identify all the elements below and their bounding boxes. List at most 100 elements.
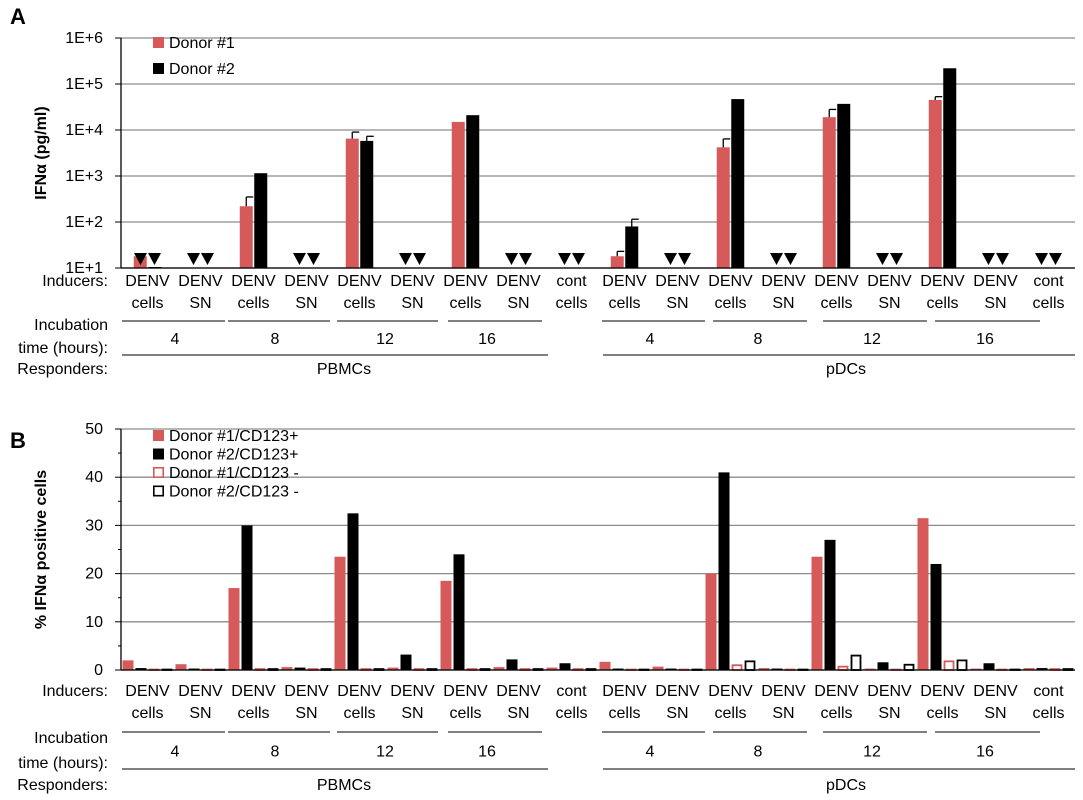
row-label-incubation: Incubation [34,317,108,334]
bar [451,121,465,268]
x-tick-label-inducer-type: cells [714,705,746,722]
below-detection-marker [664,253,677,265]
x-tick-label-inducer-type: cells [608,705,640,722]
bar [930,563,942,670]
bar [506,659,518,670]
bar [917,518,929,670]
below-detection-marker [770,253,783,265]
x-tick-label-inducer: DENV [390,683,435,700]
x-tick-label-inducer-type: cells [1032,705,1064,722]
x-tick-label-inducer: DENV [761,683,806,700]
row-label-responders: Responders: [17,361,108,378]
x-tick-label-inducer-type: SN [984,705,1006,722]
legend-swatch [153,37,164,48]
y-axis-label: IFNα (pg/ml) [33,106,50,199]
incubation-label: 16 [478,331,496,348]
bar [175,664,187,670]
incubation-label: 4 [646,331,655,348]
responder-label: pDCs [826,361,866,378]
below-detection-marker [572,253,585,265]
x-tick-label-inducer: DENV [178,273,223,290]
x-tick-label-inducer-type: SN [189,705,211,722]
below-detection-marker [784,253,797,265]
bar [903,663,915,671]
below-detection-marker [148,253,161,265]
bar [400,654,412,670]
responder-label: PBMCs [317,361,371,378]
y-tick-label: 1E+5 [65,76,103,93]
x-tick-label-inducer-type: cells [1032,295,1064,312]
x-tick-label-inducer-type: SN [189,295,211,312]
y-tick-label: 30 [85,517,103,534]
x-tick-label-inducer: cont [556,683,587,700]
x-tick-label-inducer: DENV [973,683,1018,700]
x-tick-label-inducer: DENV [761,273,806,290]
incubation-label: 8 [271,744,280,761]
x-tick-label-inducer-type: cells [131,705,163,722]
x-tick-label-inducer-type: SN [401,705,423,722]
bar [864,668,876,670]
x-tick-label-inducer: cont [1033,683,1064,700]
bar [294,667,306,670]
y-tick-label: 20 [85,566,103,583]
below-detection-marker [413,253,426,265]
x-tick-label-inducer-type: cells [714,295,746,312]
legend-label: Donor #2 [169,61,235,78]
responder-label: PBMCs [317,777,371,794]
below-detection-marker [982,253,995,265]
legend-swatch [153,430,164,441]
x-tick-label-inducer-type: cells [926,295,958,312]
bar [188,668,200,670]
x-tick-label-inducer: DENV [920,273,965,290]
x-tick-label-inducer-type: SN [772,705,794,722]
below-detection-marker [505,253,518,265]
x-tick-label-inducer-type: SN [878,705,900,722]
below-detection-marker [187,253,200,265]
bar [135,668,147,670]
below-detection-marker [1035,253,1048,265]
bar [1036,668,1048,670]
x-tick-label-inducer: DENV [867,273,912,290]
incubation-label: 8 [754,331,763,348]
x-tick-label-inducer: DENV [708,683,753,700]
x-tick-label-inducer-type: cells [555,705,587,722]
x-tick-label-inducer: cont [556,273,587,290]
y-tick-label: 40 [85,469,103,486]
x-tick-label-inducer: DENV [655,683,700,700]
bar [731,99,745,268]
bar [625,226,639,268]
x-tick-label-inducer: DENV [496,683,541,700]
bar [281,667,293,670]
x-tick-label-inducer: DENV [602,683,647,700]
legend-label: Donor #2/CD123 - [169,484,299,501]
x-tick-label-inducer: cont [1033,273,1064,290]
x-tick-label-inducer-type: cells [820,705,852,722]
bar [241,525,253,670]
bar [612,668,624,670]
x-tick-label-inducer-type: cells [449,705,481,722]
bar [652,666,664,670]
x-tick-label-inducer: DENV [231,273,276,290]
bar [877,662,889,670]
x-tick-label-inducer-type: SN [507,705,529,722]
bar [665,668,677,670]
bar [811,556,823,670]
bar [254,173,268,268]
incubation-label: 12 [376,331,394,348]
bar [758,668,770,670]
bar [705,573,717,670]
bar [360,140,374,268]
y-tick-label: 1E+1 [65,260,103,277]
x-tick-label-inducer-type: SN [984,295,1006,312]
x-tick-label-inducer: DENV [231,683,276,700]
bar [943,660,955,671]
below-detection-marker [890,253,903,265]
below-detection-marker [293,253,306,265]
incubation-label: 8 [271,331,280,348]
legend-swatch [153,466,165,478]
x-tick-label-inducer: DENV [337,273,382,290]
legend-swatch [153,63,164,74]
row-label-inducers: Inducers: [42,273,108,290]
x-tick-label-inducer: DENV [284,273,329,290]
